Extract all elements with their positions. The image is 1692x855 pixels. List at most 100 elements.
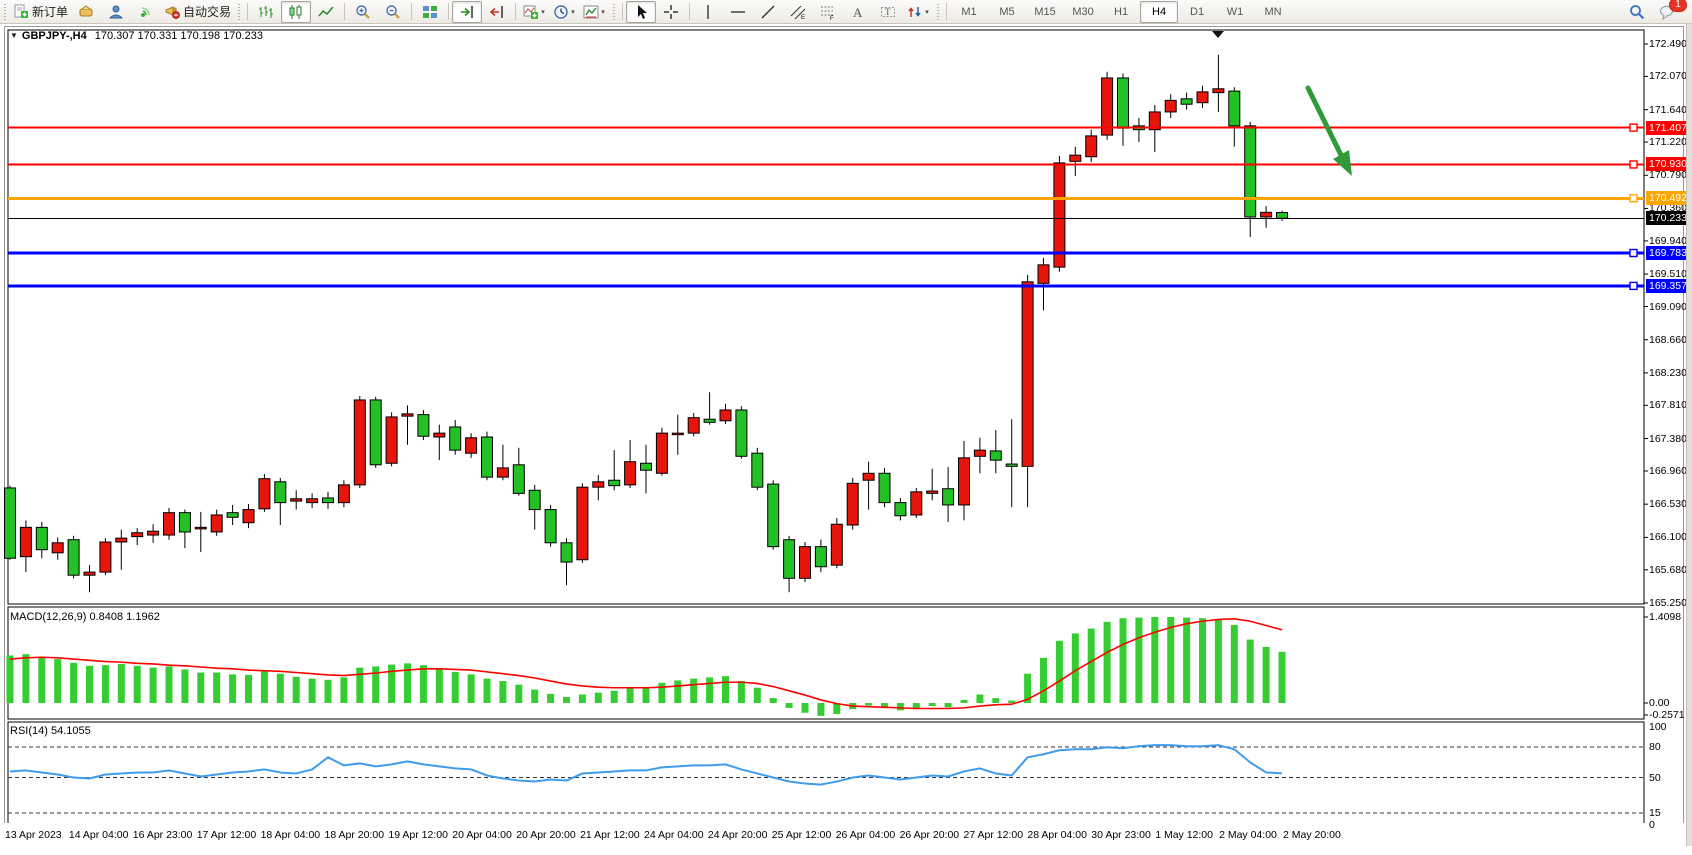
autotrading-icon: [165, 5, 180, 19]
cursor-button[interactable]: [626, 0, 657, 23]
tf-h4[interactable]: H4: [1140, 0, 1179, 23]
chevron-down-icon[interactable]: ▾: [925, 8, 929, 16]
arrows-icon: [908, 6, 921, 17]
metaeditor-button[interactable]: [71, 1, 101, 23]
hline-object-171.407[interactable]: [8, 123, 1644, 132]
tile-icon: [423, 5, 438, 18]
svg-text:A: A: [853, 5, 863, 20]
candlestick-button[interactable]: [281, 0, 312, 23]
bars-icon: [259, 5, 274, 18]
tf-d1[interactable]: D1: [1190, 5, 1205, 18]
rsi-line: [9, 744, 1283, 786]
time-tick-label: 13 Apr 2023: [5, 829, 62, 841]
signals-button[interactable]: [131, 1, 161, 23]
window-edge-strip: [1686, 24, 1692, 846]
chevron-down-icon[interactable]: ▾: [571, 8, 575, 16]
toolbar-grip[interactable]: [2, 3, 8, 20]
time-tick-label: 25 Apr 12:00: [771, 829, 832, 841]
autoscroll-icon: [461, 5, 473, 18]
rsi-level-lines: [8, 746, 1644, 814]
trendline-icon: [761, 5, 775, 18]
macd-pane-frame: [7, 606, 1645, 720]
macd-histogram: [6, 616, 1286, 716]
toolbar-separator: [411, 3, 413, 20]
tf-h1[interactable]: H1: [1114, 5, 1129, 18]
zoom-in-button[interactable]: [348, 1, 378, 23]
search-button[interactable]: [1622, 1, 1652, 23]
price-tick-label: 166.530: [1649, 498, 1687, 511]
tf-m5[interactable]: M5: [999, 5, 1015, 18]
hline-price-badge: 170.930: [1646, 157, 1692, 172]
search-icon: [1630, 4, 1645, 19]
price-tick-label: 168.230: [1649, 366, 1687, 379]
hline-price-badge: 170.492: [1646, 191, 1692, 206]
trend-arrow-annotation[interactable]: [1305, 85, 1352, 176]
vline-button[interactable]: [693, 1, 723, 23]
time-tick-label: 24 Apr 20:00: [707, 829, 768, 841]
price-tick-label: 169.090: [1649, 300, 1687, 313]
channel-button[interactable]: E: [783, 1, 813, 23]
hline-object-169.357[interactable]: [8, 281, 1644, 291]
label-button[interactable]: T: [873, 1, 903, 23]
autoscroll-button[interactable]: [452, 0, 483, 23]
hline-button[interactable]: [723, 1, 753, 23]
tile-windows-button[interactable]: [415, 1, 445, 23]
tf-mn[interactable]: MN: [1264, 5, 1282, 18]
time-tick-label: 20 Apr 04:00: [452, 829, 512, 841]
zoom-out-button[interactable]: [378, 1, 408, 23]
toolbar-grip[interactable]: [935, 3, 942, 20]
fibo-icon: F: [821, 6, 834, 20]
chevron-down-icon[interactable]: ▼: [10, 31, 18, 40]
trendline-button[interactable]: [753, 1, 783, 23]
crosshair-button[interactable]: [656, 1, 686, 23]
price-tick-label: 167.380: [1649, 432, 1687, 445]
price-tick-label: 171.220: [1649, 136, 1687, 149]
text-button[interactable]: A: [843, 1, 873, 23]
templates-button[interactable]: ▾: [579, 1, 609, 23]
time-axis-area[interactable]: [0, 823, 1686, 846]
chart-shift-marker[interactable]: [1212, 31, 1224, 38]
tf-w1[interactable]: W1: [1226, 5, 1244, 18]
tf-m15[interactable]: M15: [1034, 5, 1056, 18]
price-tick-label: 172.070: [1649, 70, 1687, 83]
periods-button[interactable]: ▾: [549, 1, 579, 23]
autotrading-button-label: 自动交易: [183, 5, 232, 19]
indicators-icon: [523, 5, 539, 19]
chevron-down-icon[interactable]: ▾: [541, 8, 545, 16]
tf-m30[interactable]: M30: [1072, 5, 1094, 18]
rsi-pane-frame: [7, 721, 1645, 825]
community-button[interactable]: [101, 1, 131, 23]
toolbar-separator: [344, 3, 346, 20]
new-order-button[interactable]: 新订单: [10, 1, 71, 23]
hline-price-badge: 171.407: [1646, 120, 1692, 135]
price-tick-label: 165.680: [1649, 563, 1687, 576]
chart-shift-button[interactable]: [482, 1, 512, 23]
hline-object-169.783[interactable]: [8, 248, 1644, 258]
toolbar-separator: [448, 3, 450, 20]
toolbar-grip[interactable]: [611, 3, 618, 20]
chevron-down-icon[interactable]: ▾: [601, 8, 605, 16]
main-pane-frame: [7, 29, 1645, 605]
time-tick-label: 16 Apr 23:00: [132, 829, 193, 841]
tf-m1[interactable]: M1: [961, 5, 977, 18]
notification-badge: 1: [1669, 0, 1687, 12]
arrows-button[interactable]: ▾: [903, 1, 933, 23]
hline-object-170.930[interactable]: [8, 160, 1644, 169]
indicators-button[interactable]: ▾: [519, 1, 549, 23]
time-tick-label: 27 Apr 12:00: [963, 829, 1024, 841]
bar-chart-button[interactable]: [251, 1, 281, 23]
line-chart-button[interactable]: [311, 1, 341, 23]
price-tick-label: 169.510: [1649, 268, 1687, 281]
chart-window[interactable]: ▼ GBPJPY-,H4 170.307 170.331 170.198 170.2…: [0, 24, 1692, 846]
toolbar-grip[interactable]: [236, 3, 243, 20]
fibonacci-button[interactable]: F: [813, 1, 843, 23]
time-tick-label: 26 Apr 04:00: [835, 829, 896, 841]
cursor-icon: [638, 4, 648, 19]
hline-object-170.492[interactable]: [8, 194, 1644, 203]
candles-icon: [289, 4, 302, 19]
shift-icon: [489, 5, 503, 18]
chat-button[interactable]: 1: [1652, 0, 1687, 23]
rsi-level-label: 100: [1649, 721, 1667, 733]
autotrading-button[interactable]: 自动交易: [161, 1, 234, 23]
